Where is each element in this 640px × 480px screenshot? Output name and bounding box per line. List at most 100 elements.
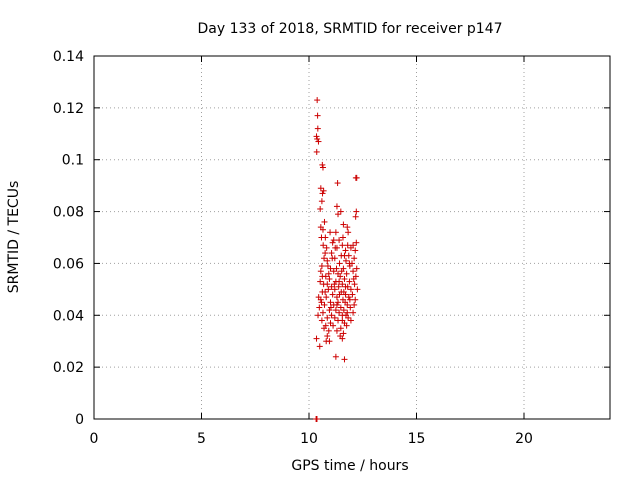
- data-point: [337, 208, 344, 215]
- x-tick-label: 15: [408, 431, 426, 447]
- data-point: [328, 312, 335, 319]
- x-tick-label: 20: [515, 431, 533, 447]
- data-point: [323, 294, 330, 301]
- data-point: [313, 335, 320, 342]
- x-tick-label: 0: [90, 431, 99, 447]
- data-points: [313, 97, 361, 422]
- data-point: [337, 325, 344, 332]
- data-point: [318, 299, 325, 306]
- data-point: [335, 283, 342, 290]
- data-point: [350, 268, 357, 275]
- data-point: [339, 242, 346, 249]
- data-point: [330, 268, 337, 275]
- data-point: [349, 291, 356, 298]
- data-point: [343, 322, 350, 329]
- data-point: [343, 270, 350, 277]
- y-tick-label: 0: [75, 412, 84, 428]
- data-point: [341, 356, 348, 363]
- data-point: [322, 234, 329, 241]
- data-point: [340, 307, 347, 314]
- data-point: [324, 257, 331, 264]
- data-point: [317, 205, 324, 212]
- data-point: [332, 244, 339, 251]
- data-point: [314, 135, 321, 142]
- data-point: [344, 309, 351, 316]
- y-tick-label: 0.08: [53, 205, 84, 221]
- data-point: [316, 304, 323, 311]
- data-point: [352, 247, 359, 254]
- data-point: [336, 291, 343, 298]
- y-tick-label: 0.12: [53, 101, 84, 117]
- data-point: [327, 229, 334, 236]
- data-point: [327, 304, 334, 311]
- data-point: [341, 275, 348, 282]
- data-point: [313, 133, 320, 140]
- data-point: [341, 252, 348, 259]
- data-point: [325, 286, 332, 293]
- grid-lines: [94, 56, 610, 419]
- x-axis-label: GPS time / hours: [291, 458, 408, 474]
- data-point: [318, 198, 325, 205]
- data-point: [347, 286, 354, 293]
- data-point: [335, 317, 342, 324]
- data-point: [319, 309, 326, 316]
- data-point: [335, 299, 342, 306]
- data-point: [352, 213, 359, 220]
- data-point: [353, 239, 360, 246]
- data-point: [339, 281, 346, 288]
- data-point: [346, 278, 353, 285]
- data-point: [347, 317, 354, 324]
- y-tick-label: 0.02: [53, 360, 84, 376]
- data-point: [326, 275, 333, 282]
- data-point: [315, 138, 322, 145]
- data-point: [324, 314, 331, 321]
- data-point: [334, 180, 341, 187]
- data-point: [336, 309, 343, 316]
- data-point: [338, 268, 345, 275]
- y-axis-label: SRMTID / TECUs: [6, 181, 22, 294]
- data-point: [337, 304, 344, 311]
- data-point: [332, 353, 339, 360]
- data-point: [336, 237, 343, 244]
- data-point: [317, 278, 324, 285]
- data-point: [333, 203, 340, 210]
- data-point: [345, 294, 352, 301]
- data-point: [344, 301, 351, 308]
- data-point: [339, 335, 346, 342]
- data-point: [333, 294, 340, 301]
- data-point: [324, 281, 331, 288]
- data-point: [340, 330, 347, 337]
- data-point: [346, 296, 353, 303]
- data-point: [327, 320, 334, 327]
- data-point: [316, 343, 323, 350]
- data-point: [344, 224, 351, 231]
- data-point: [319, 226, 326, 233]
- data-point: [320, 242, 327, 249]
- data-point: [350, 275, 357, 282]
- chart-title: Day 133 of 2018, SRMTID for receiver p14…: [197, 21, 502, 37]
- data-point: [332, 229, 339, 236]
- data-point: [318, 263, 325, 270]
- data-point: [325, 270, 332, 277]
- data-point: [319, 161, 326, 168]
- data-point: [342, 283, 349, 290]
- data-point: [331, 314, 338, 321]
- data-point: [315, 294, 322, 301]
- x-tick-label: 5: [197, 431, 206, 447]
- data-point: [333, 327, 340, 334]
- data-point: [325, 327, 332, 334]
- data-point: [318, 317, 325, 324]
- y-tick-label: 0.06: [53, 256, 84, 272]
- data-point: [328, 250, 335, 257]
- data-point: [351, 255, 358, 262]
- data-point: [324, 263, 331, 270]
- axis-ticks: 0 0.02 0.04 0.06 0.08 0.1 0.12 0.14 0 5 10 15 20: [53, 49, 610, 447]
- data-point: [335, 211, 342, 218]
- data-point: [337, 273, 344, 280]
- y-tick-label: 0.1: [62, 153, 84, 169]
- data-point: [345, 229, 352, 236]
- data-point: [353, 208, 360, 215]
- data-point: [313, 148, 320, 155]
- data-point: [327, 299, 334, 306]
